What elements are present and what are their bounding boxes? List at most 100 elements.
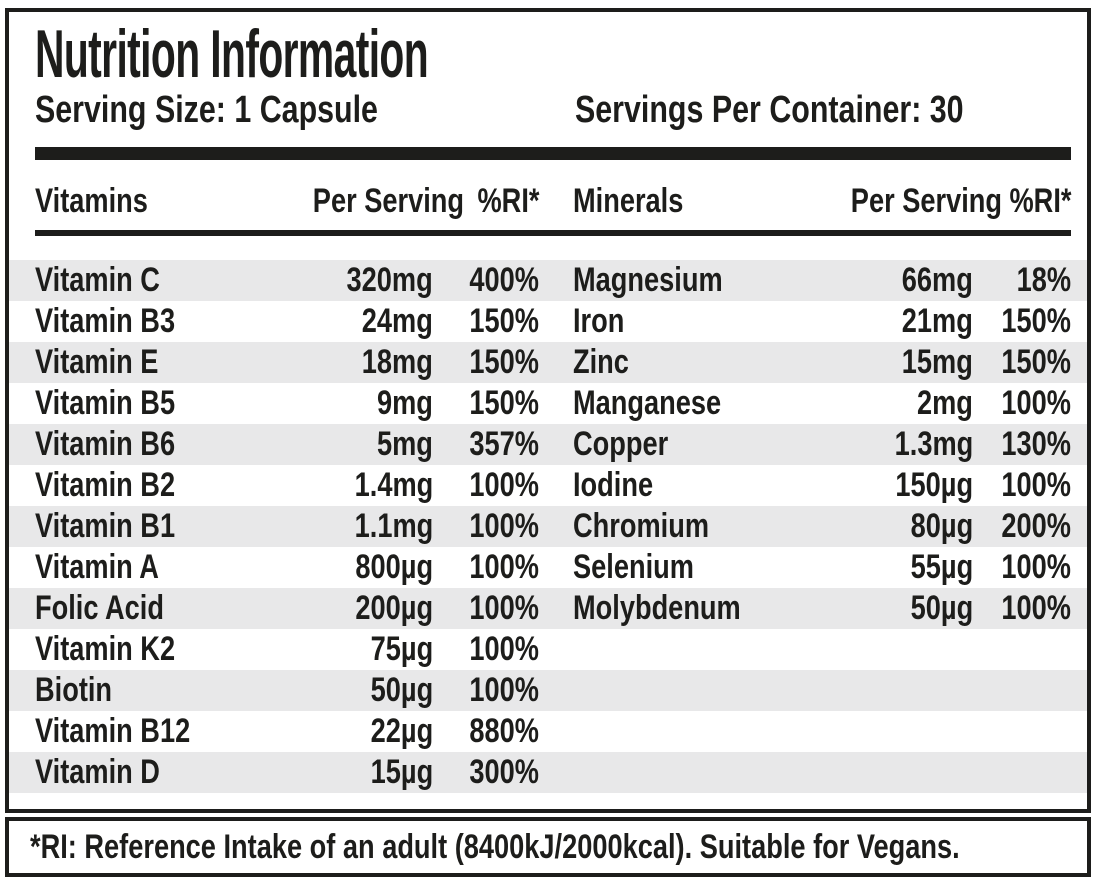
minerals-per-serving-header: Per Serving <box>850 182 1002 220</box>
mineral-amount-cell: 80µg <box>910 507 973 545</box>
mineral-name-cell: Iodine <box>573 466 654 504</box>
mineral-ri-cell: 100% <box>1001 589 1071 627</box>
vitamins-ri-header: %RI* <box>477 182 539 220</box>
mineral-amount-cell: 2mg <box>917 384 973 422</box>
mineral-ri-cell: 200% <box>1001 507 1071 545</box>
mineral-amount-cell: 21mg <box>901 302 973 340</box>
mineral-ri-cell: 150% <box>1001 302 1071 340</box>
column-gap <box>539 670 573 711</box>
mineral-name-cell: Zinc <box>573 343 629 381</box>
thick-divider-bar <box>35 147 1071 160</box>
column-gap <box>539 752 573 793</box>
table-row: Vitamin B12 22µg 880% <box>9 711 1087 752</box>
column-gap <box>539 629 573 670</box>
vitamin-ri-cell: 150% <box>469 302 539 340</box>
vitamin-name-cell: Vitamin A <box>35 548 159 586</box>
vitamin-ri-cell: 400% <box>469 261 539 299</box>
mineral-ri-cell <box>973 711 1071 752</box>
table-row: Vitamin E 18mg 150% Zinc 15mg 150% <box>9 342 1087 383</box>
vitamin-name-cell: Biotin <box>35 671 113 709</box>
table-row: Vitamin B6 5mg 357% Copper 1.3mg 130% <box>9 424 1087 465</box>
page-title-text: Nutrition Information <box>35 16 429 92</box>
mineral-amount-cell: 150µg <box>895 466 973 504</box>
table-row: Vitamin K2 75µg 100% <box>9 629 1087 670</box>
vitamin-ri-cell: 100% <box>469 507 539 545</box>
vitamin-amount-cell: 1.1mg <box>354 507 433 545</box>
mineral-ri-cell: 130% <box>1001 425 1071 463</box>
vitamin-ri-cell: 300% <box>469 753 539 791</box>
table-row: Vitamin D 15µg 300% <box>9 752 1087 793</box>
mineral-amount-cell: 55µg <box>910 548 973 586</box>
mineral-amount-cell: 66mg <box>901 261 973 299</box>
nutrient-rows: Vitamin C 320mg 400% Magnesium 66mg 18% Vitami… <box>9 260 1087 793</box>
column-gap <box>539 711 573 752</box>
vitamin-amount-cell: 200µg <box>355 589 433 627</box>
column-gap <box>539 424 573 465</box>
mineral-ri-cell: 100% <box>1001 548 1071 586</box>
mineral-amount-cell: 1.3mg <box>894 425 973 463</box>
vitamin-name-cell: Vitamin E <box>35 343 159 381</box>
column-gap <box>539 588 573 629</box>
table-row: Vitamin B1 1.1mg 100% Chromium 80µg 200% <box>9 506 1087 547</box>
mineral-ri-cell: 150% <box>1001 343 1071 381</box>
mineral-name-cell: Chromium <box>573 507 709 545</box>
mineral-ri-cell <box>973 670 1071 711</box>
vitamin-name-cell: Folic Acid <box>35 589 164 627</box>
mineral-name-cell <box>573 752 813 793</box>
vitamin-amount-cell: 1.4mg <box>354 466 433 504</box>
vitamin-amount-cell: 18mg <box>361 343 433 381</box>
vitamin-name-cell: Vitamin B2 <box>35 466 176 504</box>
vitamin-name-cell: Vitamin D <box>35 753 160 791</box>
vitamin-ri-cell: 357% <box>469 425 539 463</box>
mineral-amount-cell <box>813 629 973 670</box>
column-gap <box>539 260 573 301</box>
table-row: Vitamin B5 9mg 150% Manganese 2mg 100% <box>9 383 1087 424</box>
mineral-amount-cell <box>813 670 973 711</box>
vitamin-amount-cell: 75µg <box>370 630 433 668</box>
table-row: Vitamin A 800µg 100% Selenium 55µg 100% <box>9 547 1087 588</box>
vitamin-amount-cell: 22µg <box>370 712 433 750</box>
mineral-name-cell <box>573 711 813 752</box>
footnote-box: *RI: Reference Intake of an adult (8400k… <box>5 817 1091 877</box>
column-gap <box>539 465 573 506</box>
reference-intake-footnote: *RI: Reference Intake of an adult (8400k… <box>30 828 960 866</box>
mineral-name-cell: Selenium <box>573 548 694 586</box>
vitamin-name-cell: Vitamin C <box>35 261 160 299</box>
column-gap <box>539 506 573 547</box>
vitamin-amount-cell: 15µg <box>370 753 433 791</box>
column-gap <box>539 177 573 225</box>
column-gap <box>539 547 573 588</box>
serving-info-row: Serving Size: 1 Capsule Servings Per Con… <box>9 90 1087 130</box>
mineral-ri-cell <box>973 629 1071 670</box>
mineral-name-cell: Molybdenum <box>573 589 741 627</box>
vitamin-ri-cell: 100% <box>469 589 539 627</box>
mineral-ri-cell <box>973 752 1071 793</box>
serving-size-label: Serving Size: 1 Capsule <box>35 89 378 131</box>
mineral-name-cell <box>573 670 813 711</box>
nutrition-panel: Nutrition Information Serving Size: 1 Ca… <box>5 8 1091 813</box>
vitamin-amount-cell: 320mg <box>346 261 433 299</box>
vitamin-name-cell: Vitamin K2 <box>35 630 176 668</box>
thin-divider-bar <box>35 230 1071 236</box>
table-header-row: Vitamins Per Serving %RI* Minerals Per S… <box>9 177 1087 225</box>
vitamin-ri-cell: 100% <box>469 630 539 668</box>
vitamin-ri-cell: 100% <box>469 671 539 709</box>
vitamin-amount-cell: 800µg <box>355 548 433 586</box>
mineral-amount-cell <box>813 752 973 793</box>
mineral-name-cell: Copper <box>573 425 669 463</box>
vitamin-amount-cell: 50µg <box>370 671 433 709</box>
column-gap <box>539 342 573 383</box>
mineral-name-cell: Manganese <box>573 384 722 422</box>
table-row: Vitamin B2 1.4mg 100% Iodine 150µg 100% <box>9 465 1087 506</box>
vitamin-ri-cell: 880% <box>469 712 539 750</box>
page-title: Nutrition Information <box>35 16 690 92</box>
vitamin-name-cell: Vitamin B3 <box>35 302 176 340</box>
vitamin-ri-cell: 150% <box>469 343 539 381</box>
mineral-amount-cell: 15mg <box>901 343 973 381</box>
vitamin-amount-cell: 24mg <box>361 302 433 340</box>
vitamin-amount-cell: 5mg <box>377 425 433 463</box>
vitamin-ri-cell: 150% <box>469 384 539 422</box>
minerals-column-header: Minerals <box>573 182 684 220</box>
mineral-name-cell: Magnesium <box>573 261 723 299</box>
